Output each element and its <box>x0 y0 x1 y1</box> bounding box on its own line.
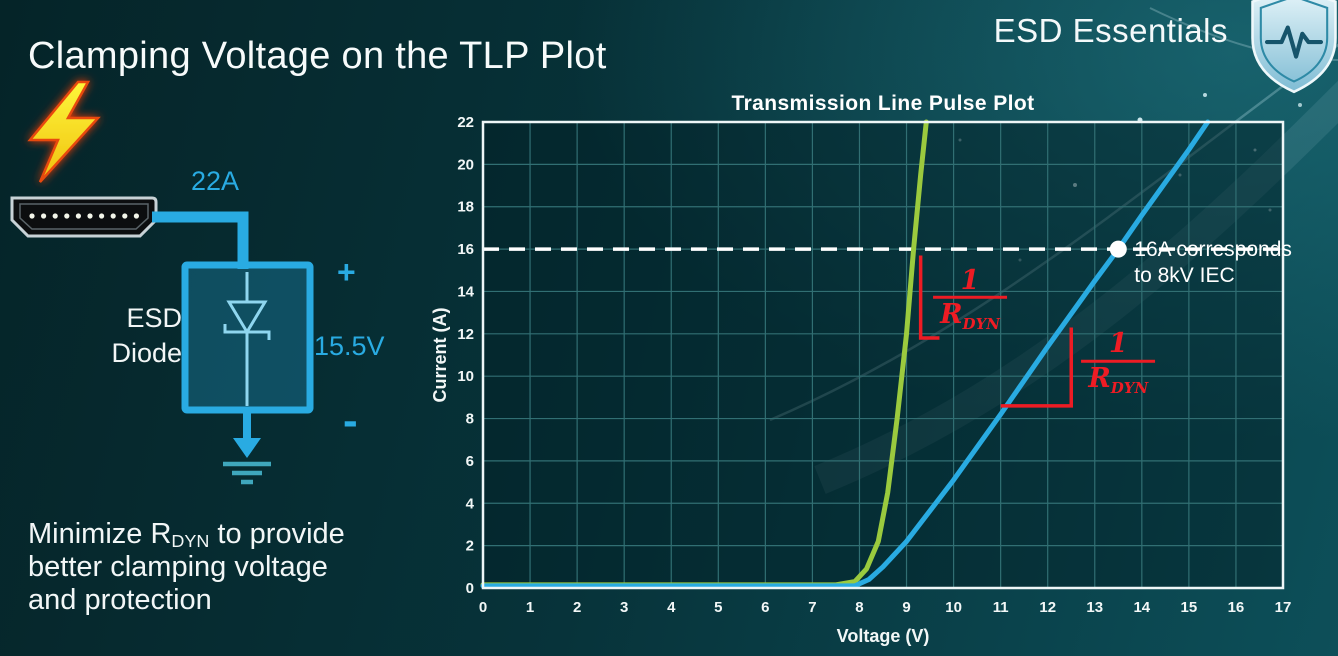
brand-name: ESD Essentials <box>993 12 1228 49</box>
takeaway-note: Minimize RDYN to provide better clamping… <box>28 518 345 617</box>
x-tick-label: 12 <box>1039 599 1056 616</box>
x-tick-label: 17 <box>1275 599 1292 616</box>
lightning-icon <box>27 80 101 183</box>
rdyn-fraction: 1 RDYN <box>933 266 1007 333</box>
plot-border <box>481 120 1285 590</box>
note-line3: and protection <box>28 584 212 617</box>
clamp-voltage-label: 15.5V <box>314 331 385 361</box>
x-tick-label: 15 <box>1181 599 1198 616</box>
marker-dot <box>1109 240 1127 258</box>
esd-circuit-diagram <box>10 80 314 485</box>
curve-blue_curve <box>480 119 1211 589</box>
y-tick-label: 20 <box>457 156 474 173</box>
page-title: Clamping Voltage on the TLP Plot <box>28 35 607 78</box>
hdmi-connector-icon <box>10 196 158 238</box>
x-tick-label: 7 <box>808 599 816 616</box>
x-axis-title: Voltage (V) <box>837 626 930 646</box>
y-tick-label: 2 <box>466 538 474 555</box>
rdyn-fraction: 1 RDYN <box>1081 329 1156 396</box>
y-tick-label: 18 <box>457 199 474 216</box>
esd-diode-label: ESD Diode <box>70 301 182 371</box>
y-tick-label: 8 <box>466 411 474 428</box>
minus-label: - <box>343 396 358 445</box>
esd-diode-label-line1: ESD <box>126 303 182 333</box>
x-tick-label: 4 <box>667 599 676 616</box>
slope-indicator <box>1000 327 1073 408</box>
marker-label-line2: to 8kV IEC <box>1134 264 1234 287</box>
y-tick-label: 6 <box>466 453 474 470</box>
esd-diode-label-line2: Diode <box>111 338 182 369</box>
y-tick-label: 22 <box>457 114 474 131</box>
y-tick-label: 0 <box>466 580 474 597</box>
x-tick-label: 0 <box>479 599 487 616</box>
plus-label: + <box>337 254 356 290</box>
y-tick-label: 14 <box>457 283 474 300</box>
x-tick-label: 11 <box>993 599 1009 616</box>
x-tick-label: 3 <box>620 599 628 616</box>
slope-indicator <box>918 255 940 340</box>
ground-icon <box>223 410 271 485</box>
note-line2: better clamping voltage <box>28 551 328 584</box>
tlp-plot-canvas: 0 1 2 3 4 5 6 7 8 9 10 11 12 13 14 15 16 1702468101214161… <box>430 114 1292 646</box>
surge-current-label: 22A <box>191 166 240 196</box>
y-tick-label: 16 <box>457 241 474 258</box>
curve-green_curve <box>480 119 929 588</box>
zener-diode-icon <box>181 261 314 414</box>
x-tick-label: 10 <box>945 599 962 616</box>
note-line1: Minimize RDYN to provide <box>28 518 345 551</box>
x-tick-label: 5 <box>714 599 722 616</box>
x-tick-label: 1 <box>526 599 534 616</box>
y-axis-title: Current (A) <box>430 308 450 403</box>
x-tick-label: 6 <box>761 599 769 616</box>
rdyn-subscript: DYN <box>171 530 210 551</box>
y-tick-label: 12 <box>457 326 474 343</box>
x-tick-label: 16 <box>1228 599 1245 616</box>
shield-pulse-icon <box>1251 0 1337 94</box>
wire <box>152 211 249 269</box>
x-tick-label: 9 <box>902 599 910 616</box>
y-tick-label: 10 <box>457 368 474 385</box>
marker-label-line1: 16A corresponds <box>1134 238 1292 261</box>
chart-title: Transmission Line Pulse Plot <box>731 92 1035 115</box>
x-tick-label: 2 <box>573 599 581 616</box>
x-tick-label: 8 <box>855 599 863 616</box>
x-tick-label: 13 <box>1086 599 1103 616</box>
y-tick-label: 4 <box>466 495 475 512</box>
x-tick-label: 14 <box>1133 599 1150 616</box>
